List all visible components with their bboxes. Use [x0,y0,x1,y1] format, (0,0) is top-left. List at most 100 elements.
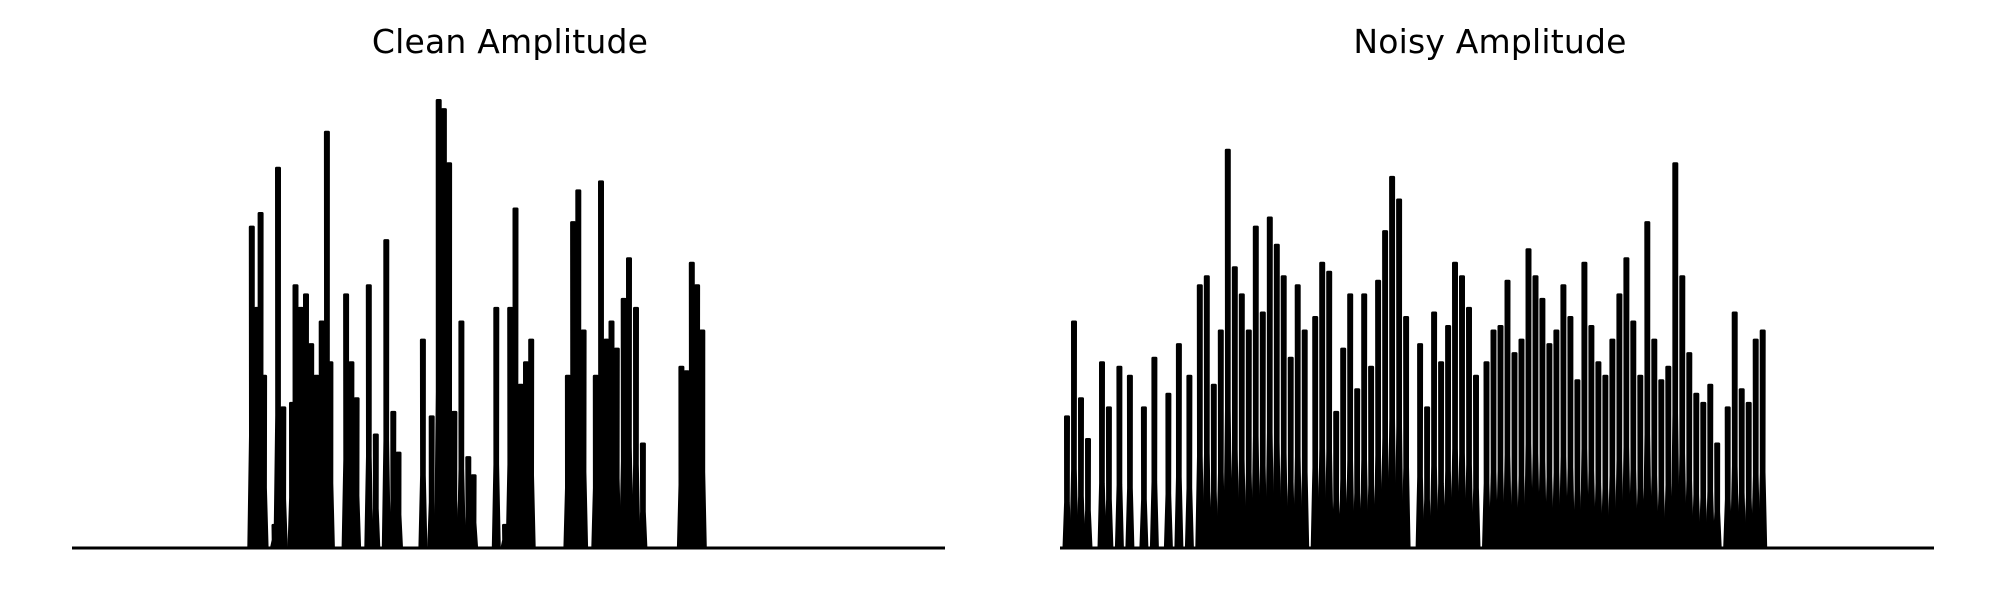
amplitude-peak [1174,343,1184,550]
amplitude-peak [1737,388,1747,550]
amplitude-peak [371,433,381,550]
amplitude-peak [394,451,403,550]
amplitude-peak [1422,406,1432,550]
amplitude-peak [1069,320,1079,550]
amplitude-peak [1663,365,1673,550]
amplitude-peak [1293,284,1303,550]
noisy-amplitude-panel: Noisy Amplitude [1000,0,2000,600]
amplitude-peak [1544,343,1554,550]
amplitude-peak [1359,293,1369,550]
amplitude-peak [1286,356,1296,550]
amplitude-peak [1635,374,1645,550]
amplitude-peak [1758,329,1768,550]
amplitude-peak [273,166,283,550]
amplitude-peak [1083,438,1093,550]
amplitude-peak [1345,293,1355,550]
amplitude-peak [1496,325,1505,550]
amplitude-peak [1517,338,1526,550]
amplitude-peak [1209,383,1219,550]
amplitude-peak [1510,352,1519,550]
amplitude-peak [1230,266,1240,550]
amplitude-peak [1572,379,1582,550]
amplitude-peak [352,397,362,550]
amplitude-peak [364,284,374,550]
amplitude-peak [1642,221,1652,550]
amplitude-peak [1272,243,1282,550]
amplitude-peak [1415,343,1425,550]
amplitude-peak [1705,383,1715,550]
amplitude-peak [1531,275,1540,550]
amplitude-peak [1184,374,1194,550]
amplitude-peak [1139,406,1149,550]
amplitude-peak [638,442,648,550]
amplitude-peak [1464,306,1474,550]
amplitude-peak [1579,261,1589,550]
amplitude-peak [278,406,288,550]
amplitude-peak [1698,401,1708,550]
amplitude-peak [1331,410,1341,550]
amplitude-peak [418,338,428,550]
amplitude-peak [1265,216,1275,550]
noisy-amplitude-plot [1060,148,1934,550]
amplitude-peak [1436,361,1446,550]
amplitude-peak [1524,248,1533,550]
amplitude-peak [1373,279,1383,550]
amplitude-peak [1338,347,1348,550]
amplitude-peak [697,329,707,550]
amplitude-peak [1202,275,1212,550]
amplitude-peak [1457,275,1467,550]
amplitude-peak [1394,198,1404,550]
amplitude-peak [624,257,634,550]
amplitude-peak [1310,316,1320,550]
amplitude-peak [469,474,479,550]
amplitude-peak [1551,329,1561,550]
amplitude-peak [1125,374,1135,550]
amplitude-peak [1565,316,1575,550]
amplitude-peak [1614,293,1624,550]
amplitude-peak [1471,374,1481,550]
amplitude-peak [1537,297,1547,550]
amplitude-peak [1195,284,1205,550]
amplitude-peak [456,320,466,550]
amplitude-peak [1482,361,1491,550]
amplitude-peak [526,338,536,550]
amplitude-peak [1366,365,1376,550]
amplitude-peak [1114,365,1124,550]
amplitude-peak [1677,275,1687,550]
amplitude-peak [579,329,589,550]
amplitude-peak [1097,361,1107,550]
amplitude-peak [1300,329,1310,550]
amplitude-peak [449,410,459,550]
amplitude-peak [1489,329,1498,550]
amplitude-peak [1149,356,1159,550]
amplitude-peak [1670,162,1680,550]
amplitude-peak [1443,325,1453,550]
clean-amplitude-panel: Clean Amplitude [72,22,945,550]
amplitude-peak [1324,270,1334,550]
amplitude-peak [1401,316,1411,550]
amplitude-peak [427,415,437,550]
amplitude-peak [1279,275,1289,550]
amplitude-peak [1586,325,1596,550]
amplitude-peak [259,374,269,550]
amplitude-peak [1076,397,1086,550]
amplitude-peak [1380,230,1390,550]
amplitude-peak [1656,379,1666,550]
amplitude-peak [1723,406,1733,550]
amplitude-peak [491,306,501,550]
amplitude-peak [1751,338,1761,550]
chart-title: Noisy Amplitude [1353,22,1627,61]
amplitude-peak [444,162,454,550]
amplitude-peak [511,207,520,550]
amplitude-peak [1684,352,1694,550]
amplitude-peak [1163,392,1173,550]
amplitude-peak [1503,279,1512,550]
amplitude-peak [1744,401,1754,550]
amplitude-peak [1317,261,1327,550]
amplitude-peak [1712,442,1722,550]
amplitude-peak [1593,361,1603,550]
amplitude-peak [1387,175,1397,550]
amplitude-peak [1216,329,1226,550]
amplitude-peak [325,361,335,550]
amplitude-peak [1223,148,1233,550]
